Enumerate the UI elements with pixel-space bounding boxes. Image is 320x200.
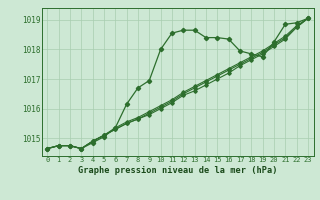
X-axis label: Graphe pression niveau de la mer (hPa): Graphe pression niveau de la mer (hPa) [78,166,277,175]
